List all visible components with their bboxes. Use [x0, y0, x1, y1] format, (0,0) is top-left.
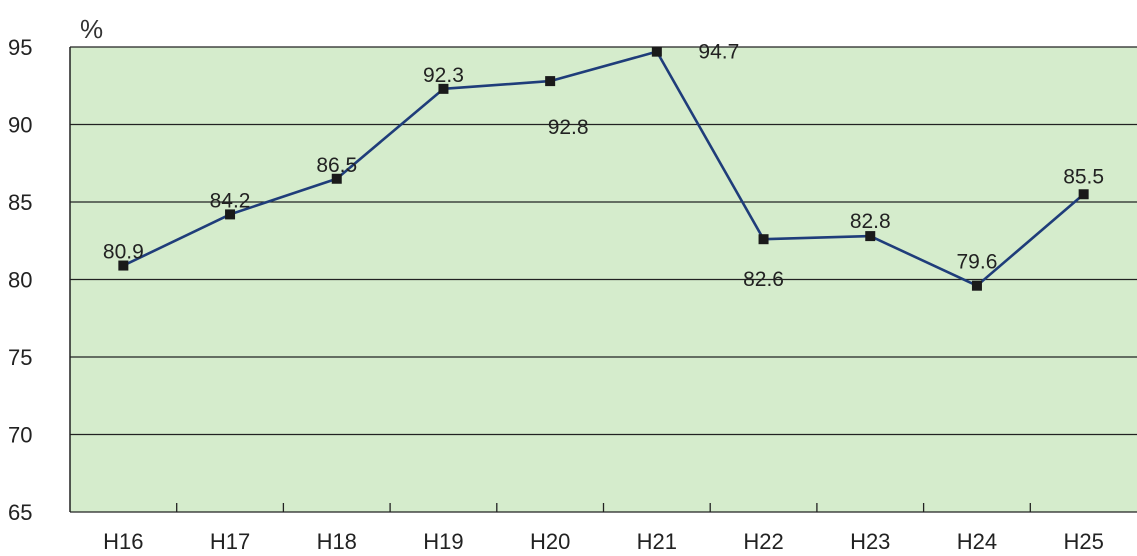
- y-axis-ticks: 95 90 85 80 75 70 65: [8, 35, 32, 525]
- data-label: 92.3: [423, 64, 464, 87]
- series-line: [122, 50, 1085, 288]
- data-point: [118, 260, 129, 271]
- data-label: 86.5: [316, 154, 357, 177]
- data-label: 92.8: [548, 116, 589, 139]
- data-label: 84.2: [210, 189, 251, 212]
- data-labels: 80.9 84.2 86.5 92.3 92.8 94.7 82.6 82.8 79.6 85.5: [103, 41, 1104, 292]
- gridlines: [69, 46, 1137, 513]
- data-point: [438, 83, 449, 94]
- data-label: 82.6: [743, 268, 784, 291]
- x-tick-label: H24: [957, 529, 997, 554]
- data-label: 82.8: [850, 210, 891, 233]
- data-label: 79.6: [957, 251, 998, 274]
- x-tick-label: H23: [850, 529, 890, 554]
- x-tick-label: H16: [103, 529, 143, 554]
- y-tick-label: 75: [8, 345, 32, 370]
- x-tick-label: H18: [317, 529, 357, 554]
- x-tick-label: H19: [423, 529, 463, 554]
- data-point: [225, 209, 236, 220]
- data-point: [865, 231, 876, 242]
- x-tick-label: H22: [743, 529, 783, 554]
- x-tick-label: H20: [530, 529, 570, 554]
- data-point: [1078, 189, 1089, 200]
- y-tick-label: 80: [8, 268, 32, 293]
- data-label: 80.9: [103, 241, 144, 264]
- data-point: [545, 76, 556, 87]
- x-tick-label: H17: [210, 529, 250, 554]
- data-point: [651, 46, 662, 57]
- series: [118, 46, 1089, 291]
- y-axis-unit: %: [80, 14, 103, 44]
- data-label: 85.5: [1063, 165, 1104, 188]
- data-point: [758, 234, 769, 245]
- y-tick-label: 95: [8, 35, 32, 60]
- x-axis-ticks: H16 H17 H18 H19 H20 H21 H22 H23 H24 H25: [103, 503, 1104, 554]
- y-tick-label: 85: [8, 190, 32, 215]
- data-point: [971, 280, 982, 291]
- data-point: [331, 173, 342, 184]
- data-label: 94.7: [698, 41, 739, 64]
- x-tick-label: H21: [637, 529, 677, 554]
- x-tick-label: H25: [1063, 529, 1103, 554]
- y-tick-label: 65: [8, 500, 32, 525]
- y-tick-label: 70: [8, 423, 32, 448]
- y-tick-label: 90: [8, 113, 32, 138]
